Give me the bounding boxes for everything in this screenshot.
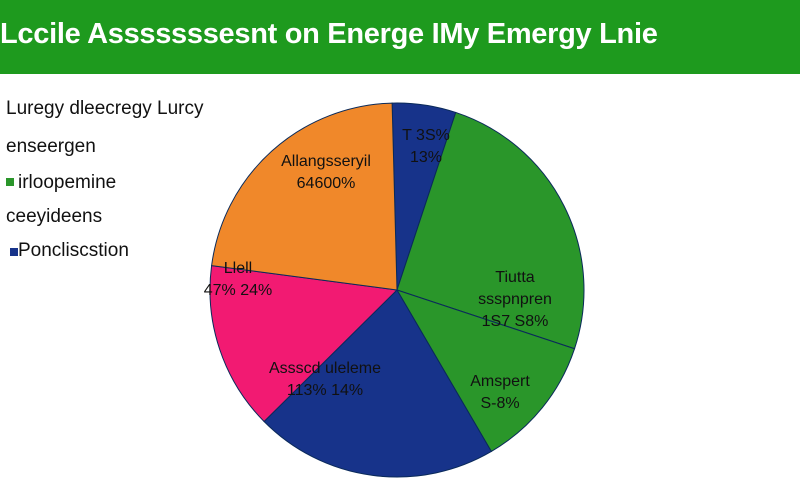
legend-label: enseergen	[6, 136, 96, 157]
slice-pink	[209, 265, 399, 423]
slice-green-label-2: 1S7 S8%	[482, 313, 549, 330]
slice-green-lower	[395, 289, 576, 453]
slice-top-blue-label-1: 13%	[410, 149, 442, 166]
slice-blue-label-1: 113% 14%	[287, 382, 363, 399]
slice-green-lower-label-0: Amspert	[470, 373, 530, 390]
legend-label: Poncliscstion	[18, 240, 129, 261]
slice-top-blue-label-0: T 3S%	[402, 127, 450, 144]
legend-label: ceeyideens	[6, 206, 103, 227]
legend-label: Luregy dleecregy Lurcy	[6, 98, 204, 119]
slice-blue-label-0: Assscd uleleme	[269, 360, 381, 377]
slice-pink-label-0: Llell	[224, 260, 252, 277]
slice-green	[396, 111, 585, 350]
slice-orange-label-0: Allangsseryil	[281, 153, 371, 170]
slice-blue	[263, 289, 493, 478]
legend-swatch-green	[6, 178, 14, 186]
legend-label: irloopemine	[18, 172, 117, 193]
slice-green-label-1: ssspnpren	[478, 291, 552, 308]
slice-pink-label-1: 47% 24%	[204, 282, 273, 299]
slice-green-label-0: Tiutta	[495, 269, 535, 286]
slice-orange-label-1: 64600%	[297, 175, 356, 192]
slice-orange	[211, 102, 398, 291]
legend-swatch-blue	[10, 248, 18, 256]
chart-title: Lccile Asssssssesnt on Energe IMy Emergy…	[0, 18, 658, 50]
slice-green-lower-label-1: S-8%	[480, 395, 519, 412]
title-bar: Lccile Asssssssesnt on Energe IMy Emergy…	[0, 0, 800, 74]
